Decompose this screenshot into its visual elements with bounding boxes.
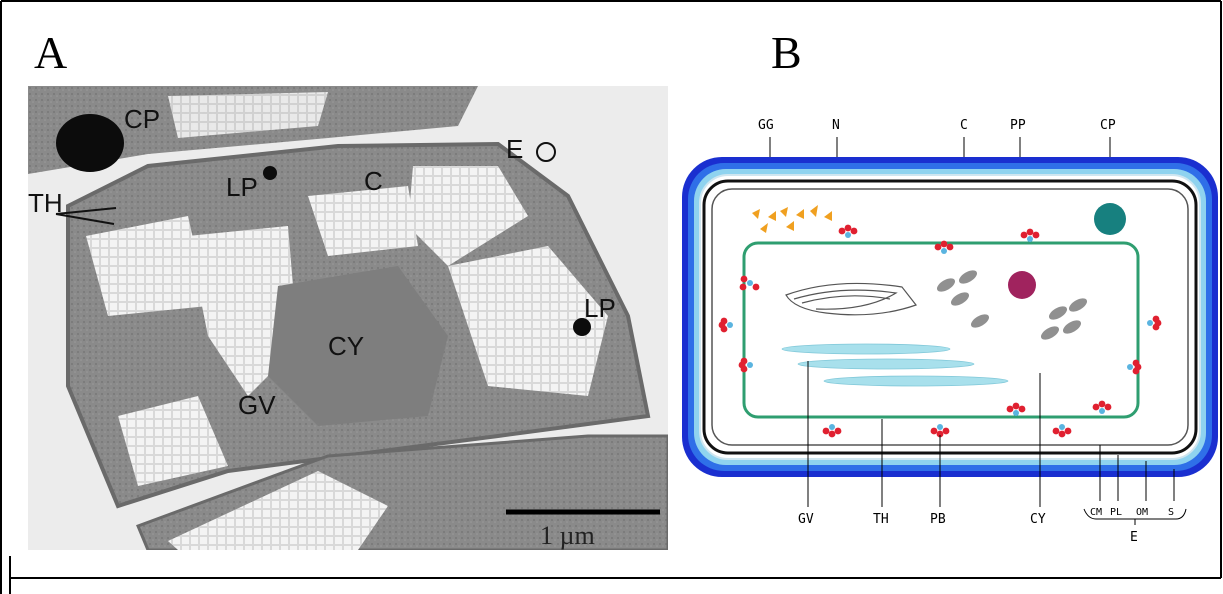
label-lp-top-a: LP	[226, 172, 258, 202]
label-lp-right-a: LP	[584, 293, 616, 323]
cyanophycin-granule-a	[56, 114, 124, 172]
upper-cell-vesicles	[168, 92, 328, 138]
label-gv-b: GV	[798, 512, 814, 527]
glycogen-granules	[752, 205, 832, 233]
panel-a-letter: A	[34, 27, 68, 78]
label-gg: GG	[758, 118, 774, 133]
label-cm: CM	[1090, 507, 1102, 518]
micrograph-panel: CP E TH LP C LP CY GV 1 µm	[28, 86, 668, 550]
polyphosphate-pp	[1008, 271, 1036, 299]
phycobilisomes	[718, 224, 1162, 438]
label-pl: PL	[1110, 507, 1122, 518]
label-e-a: E	[506, 134, 523, 164]
label-cp-b: CP	[1100, 118, 1116, 133]
label-cy-b: CY	[1030, 512, 1046, 527]
label-cy-a: CY	[328, 331, 364, 361]
gas-vesicles	[781, 343, 1009, 387]
gas-vesicle-region-6	[118, 396, 228, 486]
label-c: C	[960, 118, 968, 133]
gas-vesicle-region-1	[86, 216, 208, 316]
cytoplasm-region	[268, 266, 448, 426]
label-n: N	[832, 118, 840, 133]
carboxysome-cp	[1094, 203, 1126, 235]
cell-schematic: GG N C PP CP	[682, 118, 1218, 545]
label-cp-a: CP	[124, 104, 160, 134]
gas-vesicle-region-4	[408, 166, 528, 266]
envelope-bracket	[1083, 508, 1187, 520]
gas-vesicle-region-7	[168, 471, 388, 550]
label-c-a: C	[364, 166, 383, 196]
label-e-b: E	[1130, 530, 1138, 545]
panel-b-letter: B	[771, 27, 802, 78]
label-s: S	[1168, 507, 1174, 518]
gas-vesicle-region-3	[308, 186, 418, 256]
th-arrow-2	[55, 213, 115, 225]
th-arrow-1	[55, 207, 117, 215]
label-th-b: TH	[873, 512, 889, 527]
thylakoid-membrane	[742, 241, 1140, 419]
nucleoid-n	[785, 282, 917, 316]
label-e-a-marker	[536, 142, 556, 162]
scale-bar-label: 1 µm	[540, 521, 595, 550]
label-pb: PB	[930, 512, 946, 527]
label-om: OM	[1136, 507, 1148, 518]
lipid-droplet-right	[573, 318, 591, 336]
label-pp: PP	[1010, 118, 1026, 133]
lipid-droplet-top	[263, 166, 277, 180]
cyanophycin-granules	[936, 270, 1088, 340]
label-th-a: TH	[28, 188, 63, 218]
gas-vesicle-region-5	[448, 246, 608, 396]
label-gv-a: GV	[238, 390, 276, 420]
